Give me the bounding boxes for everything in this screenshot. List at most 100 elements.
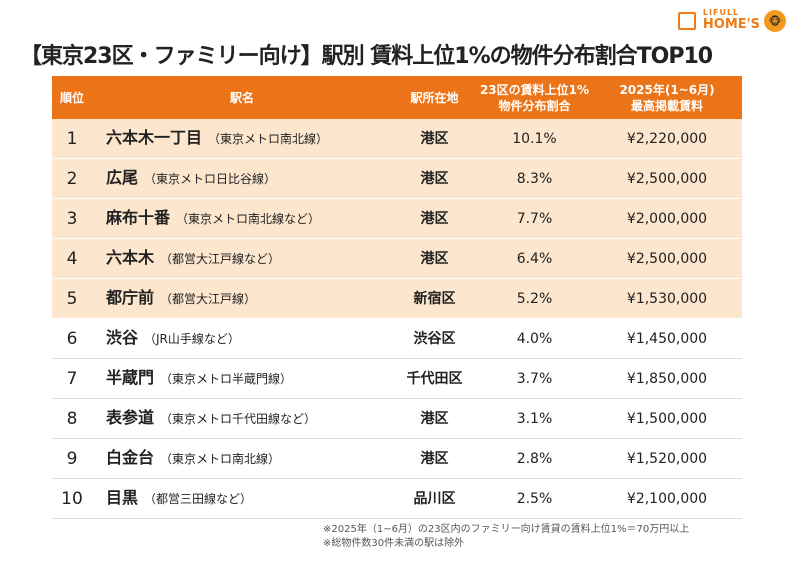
max-rent: ¥2,500,000	[592, 238, 742, 279]
max-rent: ¥2,220,000	[592, 119, 742, 159]
table-row: 4 六本木 （都営大江戸線など） 港区 6.4% ¥2,500,000	[52, 238, 742, 279]
rank: 8	[52, 398, 92, 439]
share: 5.2%	[477, 278, 592, 319]
table-row: 9 白金台 （東京メトロ南北線） 港区 2.8% ¥1,520,000	[52, 438, 742, 479]
station-cell: 広尾 （東京メトロ日比谷線）	[92, 158, 392, 199]
share: 2.5%	[477, 478, 592, 519]
ranking-table: 順位 駅名 駅所在地 23区の賃料上位1% 物件分布割合 2025年(1~6月) 最…	[52, 76, 742, 519]
rank: 5	[52, 278, 92, 319]
share: 3.1%	[477, 398, 592, 439]
ward: 港区	[392, 158, 477, 199]
rank: 9	[52, 438, 92, 479]
header-rent-line2: 最高掲載賃料	[630, 98, 703, 113]
lifull-homes-logo: LIFULL HOME'S 🐵	[677, 6, 786, 36]
table-row: 1 六本木一丁目 （東京メトロ南北線） 港区 10.1% ¥2,220,000	[52, 119, 742, 159]
ward: 港区	[392, 119, 477, 159]
logo-line1: LIFULL	[702, 8, 740, 18]
ward: 港区	[392, 398, 477, 439]
ward: 千代田区	[392, 358, 477, 399]
max-rent: ¥1,450,000	[592, 318, 742, 359]
station-cell: 半蔵門 （東京メトロ半蔵門線）	[92, 358, 392, 399]
station-name: 半蔵門	[106, 368, 155, 387]
footnotes: ※2025年（1~6月）の23区内のファミリー向け賃貸の賃料上位1%＝70万円以…	[323, 523, 742, 551]
station-line: （東京メトロ半蔵門線）	[160, 372, 293, 386]
ward: 港区	[392, 198, 477, 239]
table-row: 8 表参道 （東京メトロ千代田線など） 港区 3.1% ¥1,500,000	[52, 398, 742, 439]
table-section: 順位 駅名 駅所在地 23区の賃料上位1% 物件分布割合 2025年(1~6月) 最…	[52, 76, 742, 551]
house-icon	[677, 12, 696, 30]
rank: 3	[52, 198, 92, 239]
header-rent-line1: 2025年(1~6月)	[619, 82, 715, 97]
rank: 10	[52, 478, 92, 519]
station-line: （東京メトロ南北線）	[160, 452, 281, 466]
station-line: （JR山手線など）	[144, 332, 240, 346]
station-name: 広尾	[106, 168, 139, 187]
station-name: 都庁前	[106, 288, 155, 307]
page-title: 【東京23区・ファミリー向け】駅別 賃料上位1%の物件分布割合TOP10	[20, 44, 713, 69]
station-line: （東京メトロ日比谷線）	[144, 172, 277, 186]
station-line: （東京メトロ千代田線など）	[160, 412, 317, 426]
logo-line2: HOME'S	[702, 17, 760, 33]
station-name: 麻布十番	[106, 208, 171, 227]
header-share-line2: 物件分布割合	[498, 98, 571, 113]
header-share: 23区の賃料上位1% 物件分布割合	[477, 76, 592, 119]
rank: 4	[52, 238, 92, 279]
station-name: 白金台	[106, 448, 155, 467]
station-cell: 六本木一丁目 （東京メトロ南北線）	[92, 119, 392, 159]
table-row: 10 目黒 （都営三田線など） 品川区 2.5% ¥2,100,000	[52, 478, 742, 519]
ward: 新宿区	[392, 278, 477, 319]
max-rent: ¥1,520,000	[592, 438, 742, 479]
rank: 2	[52, 158, 92, 199]
rank: 6	[52, 318, 92, 359]
table-row: 7 半蔵門 （東京メトロ半蔵門線） 千代田区 3.7% ¥1,850,000	[52, 358, 742, 399]
station-cell: 目黒 （都営三田線など）	[92, 478, 392, 519]
station-cell: 都庁前 （都営大江戸線）	[92, 278, 392, 319]
share: 10.1%	[477, 119, 592, 159]
ward: 港区	[392, 238, 477, 279]
max-rent: ¥1,530,000	[592, 278, 742, 319]
station-line: （東京メトロ南北線など）	[176, 212, 321, 226]
share: 3.7%	[477, 358, 592, 399]
station-cell: 麻布十番 （東京メトロ南北線など）	[92, 198, 392, 239]
ward: 渋谷区	[392, 318, 477, 359]
station-cell: 表参道 （東京メトロ千代田線など）	[92, 398, 392, 439]
ward: 品川区	[392, 478, 477, 519]
header-share-line1: 23区の賃料上位1%	[479, 82, 590, 97]
header-rank: 順位	[52, 76, 92, 119]
share: 4.0%	[477, 318, 592, 359]
station-line: （都営大江戸線など）	[160, 252, 281, 266]
station-name: 六本木一丁目	[106, 128, 203, 147]
station-line: （都営三田線など）	[144, 492, 253, 506]
rank: 1	[52, 119, 92, 159]
table-header: 順位 駅名 駅所在地 23区の賃料上位1% 物件分布割合 2025年(1~6月) 最…	[52, 76, 742, 119]
footnote: ※総物件数30件未満の駅は除外	[323, 538, 465, 549]
table-row: 5 都庁前 （都営大江戸線） 新宿区 5.2% ¥1,530,000	[52, 278, 742, 319]
station-name: 六本木	[106, 248, 155, 267]
share: 6.4%	[477, 238, 592, 279]
station-cell: 六本木 （都営大江戸線など）	[92, 238, 392, 279]
rank: 7	[52, 358, 92, 399]
station-name: 目黒	[106, 488, 139, 507]
share: 7.7%	[477, 198, 592, 239]
share: 8.3%	[477, 158, 592, 199]
footnote: ※2025年（1~6月）の23区内のファミリー向け賃貸の賃料上位1%＝70万円以…	[323, 524, 690, 535]
station-name: 表参道	[106, 408, 155, 427]
max-rent: ¥2,100,000	[592, 478, 742, 519]
table-row: 2 広尾 （東京メトロ日比谷線） 港区 8.3% ¥2,500,000	[52, 158, 742, 199]
max-rent: ¥2,000,000	[592, 198, 742, 239]
share: 2.8%	[477, 438, 592, 479]
table-row: 3 麻布十番 （東京メトロ南北線など） 港区 7.7% ¥2,000,000	[52, 198, 742, 239]
max-rent: ¥2,500,000	[592, 158, 742, 199]
header-ward: 駅所在地	[392, 76, 477, 119]
station-line: （都営大江戸線）	[160, 292, 257, 306]
station-line: （東京メトロ南北線）	[208, 132, 329, 146]
ward: 港区	[392, 438, 477, 479]
max-rent: ¥1,850,000	[592, 358, 742, 399]
station-cell: 白金台 （東京メトロ南北線）	[92, 438, 392, 479]
station-cell: 渋谷 （JR山手線など）	[92, 318, 392, 359]
station-name: 渋谷	[106, 328, 139, 347]
max-rent: ¥1,500,000	[592, 398, 742, 439]
table-row: 6 渋谷 （JR山手線など） 渋谷区 4.0% ¥1,450,000	[52, 318, 742, 359]
header-rent: 2025年(1~6月) 最高掲載賃料	[592, 76, 742, 119]
mascot-icon: 🐵	[764, 10, 786, 32]
